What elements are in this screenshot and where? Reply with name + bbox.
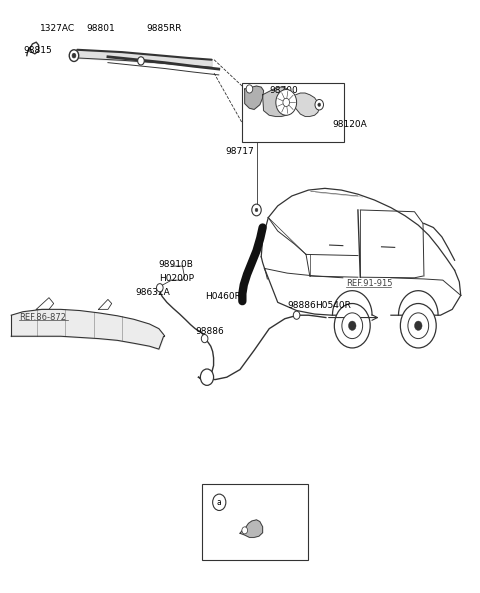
Circle shape	[276, 90, 297, 115]
Text: REF.86-872: REF.86-872	[19, 313, 66, 322]
Circle shape	[283, 98, 289, 107]
Circle shape	[318, 103, 321, 107]
Polygon shape	[98, 299, 112, 310]
Circle shape	[335, 304, 370, 348]
Circle shape	[415, 321, 422, 330]
Text: 98717: 98717	[225, 147, 253, 156]
Polygon shape	[263, 87, 296, 116]
Text: REF.91-915: REF.91-915	[346, 279, 393, 288]
Polygon shape	[245, 86, 264, 109]
Circle shape	[242, 527, 248, 534]
Text: 98700: 98700	[269, 86, 298, 95]
Text: 91412: 91412	[230, 498, 259, 507]
Text: a: a	[217, 498, 222, 507]
Circle shape	[69, 50, 79, 62]
Polygon shape	[240, 520, 263, 537]
Circle shape	[315, 100, 324, 110]
Text: 9885RR: 9885RR	[146, 24, 182, 33]
Circle shape	[252, 204, 261, 216]
Text: H0460R: H0460R	[205, 292, 241, 301]
Text: 98632A: 98632A	[135, 288, 170, 298]
Text: 98801: 98801	[87, 24, 116, 33]
FancyBboxPatch shape	[242, 83, 344, 142]
Text: H0200P: H0200P	[159, 275, 194, 283]
Circle shape	[348, 321, 356, 330]
Circle shape	[255, 208, 258, 212]
Circle shape	[213, 494, 226, 511]
Polygon shape	[296, 93, 319, 116]
Circle shape	[293, 311, 300, 319]
FancyBboxPatch shape	[202, 484, 308, 560]
Circle shape	[138, 57, 144, 65]
Circle shape	[342, 313, 362, 339]
Text: 98886: 98886	[287, 301, 316, 310]
Text: 98815: 98815	[23, 46, 52, 55]
Circle shape	[72, 53, 76, 58]
Polygon shape	[36, 298, 54, 310]
Circle shape	[156, 283, 163, 292]
Text: 98120A: 98120A	[332, 120, 367, 129]
Text: 98910B: 98910B	[159, 260, 194, 269]
Circle shape	[400, 304, 436, 348]
Circle shape	[246, 85, 253, 93]
Text: 98886: 98886	[195, 327, 224, 336]
Circle shape	[408, 313, 429, 339]
Circle shape	[201, 334, 208, 343]
Text: 1327AC: 1327AC	[39, 24, 75, 33]
Circle shape	[200, 369, 214, 385]
Text: H0540R: H0540R	[315, 301, 351, 310]
Text: a: a	[204, 372, 209, 382]
